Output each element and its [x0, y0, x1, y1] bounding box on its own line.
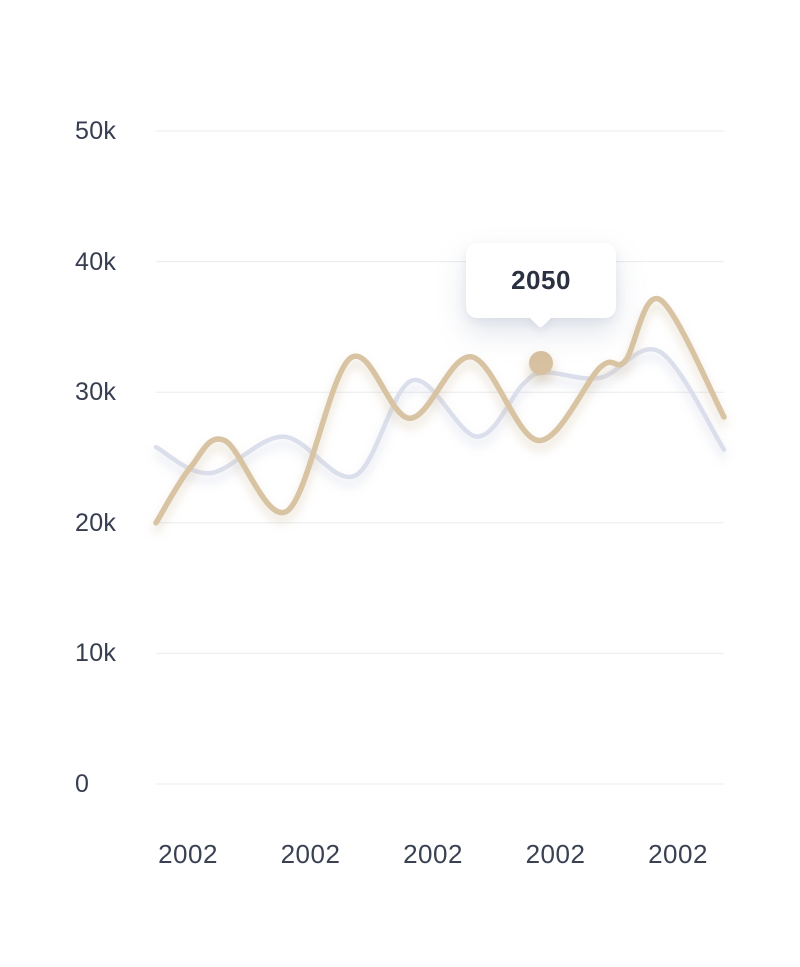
y-tick-label: 50k — [75, 117, 117, 145]
tooltip-value: 2050 — [511, 265, 571, 295]
y-tick-label: 10k — [75, 639, 117, 668]
x-tick-label: 2002 — [648, 839, 708, 869]
tooltip: 2050 — [466, 243, 616, 329]
y-tick-label: 20k — [75, 508, 117, 537]
x-tick-label: 2002 — [280, 839, 341, 869]
x-tick-label: 2002 — [158, 839, 218, 869]
chart-series — [153, 295, 727, 526]
y-tick-label: 40k — [75, 247, 117, 276]
x-tick-label: 2002 — [403, 839, 463, 869]
gridlines — [156, 130, 724, 785]
primary-line[interactable] — [153, 295, 727, 526]
y-tick-label: 0 — [75, 770, 90, 798]
x-tick-label: 2002 — [525, 839, 586, 869]
highlight-point-dot[interactable] — [529, 351, 554, 376]
y-tick-label: 30k — [75, 378, 117, 407]
